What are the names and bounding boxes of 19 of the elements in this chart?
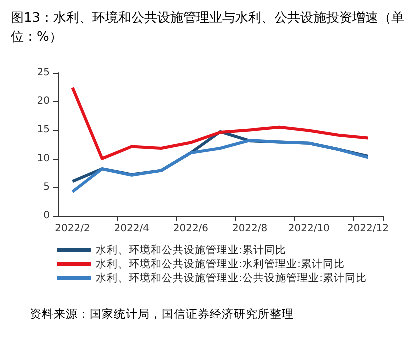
chart-title: 图13：水利、环境和公共设施管理业与水利、公共设施投资增速（单位：%）	[11, 10, 405, 45]
y-tick-label: 10	[37, 153, 50, 164]
legend-label: 水利、环境和公共设施管理业:累计同比	[96, 244, 287, 256]
text: 资料来源：国家统计局，国信证券经济研究所整理	[30, 307, 294, 321]
y-tick-label: 25	[37, 68, 50, 78]
x-tick-label: 2022/2	[55, 224, 90, 234]
y-tick-label: 15	[37, 124, 50, 136]
y-tick-label: 0	[44, 210, 50, 222]
x-tick-label: 2022/4	[114, 224, 150, 234]
x-tick-label: 2022/6	[173, 224, 209, 234]
y-tick-label: 5	[44, 182, 50, 193]
line-series	[71, 138, 370, 194]
x-tick-label: 2022/12	[347, 224, 389, 234]
x-tick-label: 2022/8	[232, 224, 268, 234]
line-series	[71, 86, 370, 160]
x-tick-label: 2022/10	[288, 224, 330, 234]
legend-label: 水利、环境和公共设施管理业:公共设施管理业:累计同比	[96, 272, 368, 284]
y-tick-label: 20	[37, 96, 50, 108]
legend-label: 水利、环境和公共设施管理业:水利管理业:累计同比	[96, 258, 346, 270]
